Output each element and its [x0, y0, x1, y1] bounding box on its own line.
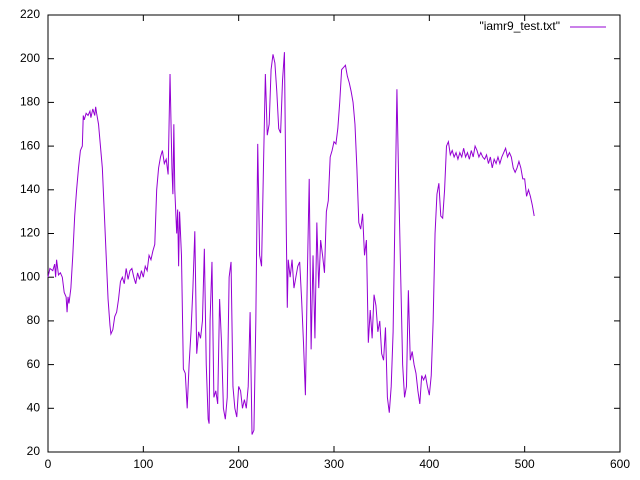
- x-tick-label: 300: [324, 457, 344, 471]
- y-tick-label: 220: [20, 7, 40, 21]
- x-tick-label: 0: [45, 457, 52, 471]
- y-tick-label: 200: [20, 51, 40, 65]
- x-tick-label: 200: [229, 457, 249, 471]
- y-tick-label: 180: [20, 95, 40, 109]
- y-tick-label: 40: [27, 400, 41, 414]
- y-tick-label: 140: [20, 182, 40, 196]
- x-tick-label: 400: [419, 457, 439, 471]
- y-tick-label: 80: [27, 313, 41, 327]
- y-tick-label: 100: [20, 269, 40, 283]
- y-tick-label: 20: [27, 444, 41, 458]
- x-tick-label: 500: [515, 457, 535, 471]
- legend-label: "iamr9_test.txt": [479, 19, 560, 33]
- data-line: [47, 52, 535, 435]
- x-tick-label: 600: [610, 457, 630, 471]
- y-tick-label: 160: [20, 138, 40, 152]
- y-tick-label: 60: [27, 357, 41, 371]
- y-tick-label: 120: [20, 226, 40, 240]
- x-tick-label: 100: [133, 457, 153, 471]
